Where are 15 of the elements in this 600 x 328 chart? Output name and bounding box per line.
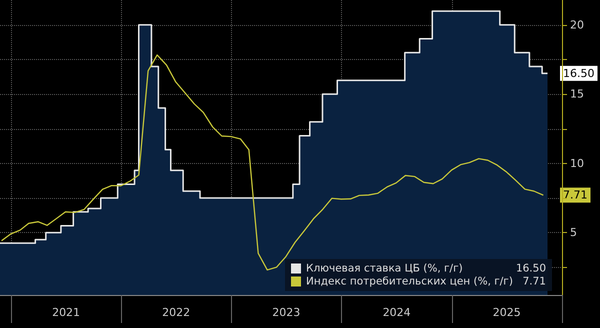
y-tick-label: 20 [570,18,584,32]
legend-label: Индекс потребительских цен (%, г/г) [306,276,513,288]
y-tick-label: 15 [570,88,584,101]
x-tick-label: 2023 [272,306,300,319]
y-tick-label: 10 [570,156,584,170]
legend-label: Ключевая ставка ЦБ (%, г/г) [306,262,463,274]
x-tick-label: 2024 [382,306,411,319]
x-tick-label: 2022 [162,306,190,319]
x-tick-label: 2021 [52,306,80,319]
text: 16.50 [516,262,546,274]
x-tick-label: 2025 [492,306,521,319]
data-label: 16.50 [563,66,594,80]
text: 7.71 [522,276,546,288]
y-tick-label: 5 [570,226,577,240]
data-label: 7.71 [563,188,588,202]
